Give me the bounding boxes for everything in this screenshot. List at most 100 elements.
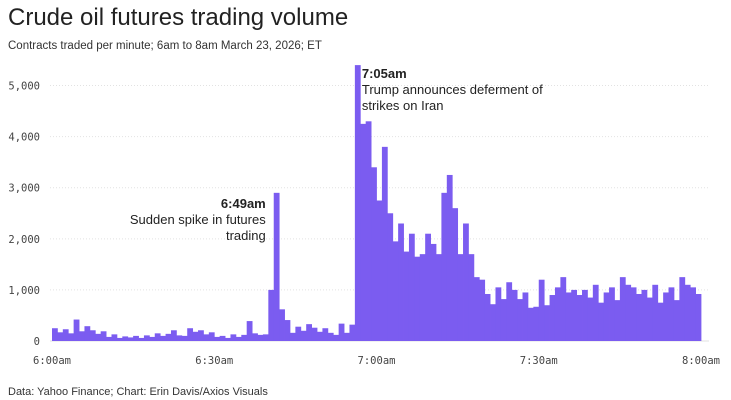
volume-bar <box>517 299 523 341</box>
volume-bar <box>479 279 486 341</box>
volume-bar <box>133 335 139 341</box>
volume-bar <box>538 279 545 341</box>
annotation-time: 6:49am <box>221 196 266 211</box>
volume-bar <box>668 287 675 341</box>
volume-bar <box>111 334 118 341</box>
annotation-text: strikes on Iran <box>362 98 444 113</box>
volume-bar <box>349 324 356 341</box>
volume-bar <box>684 284 691 341</box>
volume-bar <box>679 277 686 341</box>
y-tick-label: 2,000 <box>8 234 40 246</box>
volume-bar <box>522 292 529 341</box>
volume-bar <box>203 334 210 341</box>
volume-bar <box>419 254 426 341</box>
chart-subtitle: Contracts traded per minute; 6am to 8am … <box>8 40 322 52</box>
volume-bar <box>646 297 653 341</box>
volume-bar <box>170 330 177 341</box>
volume-bar <box>149 336 156 341</box>
chart-title: Crude oil futures trading volume <box>8 4 349 31</box>
volume-bar <box>582 289 588 341</box>
chart-source: Data: Yahoo Finance; Chart: Erin Davis/A… <box>8 386 268 398</box>
volume-bar <box>690 287 696 341</box>
volume-bar <box>376 200 383 341</box>
volume-bar <box>300 330 307 341</box>
volume-bar <box>452 208 459 341</box>
volume-bar <box>262 334 269 341</box>
volume-bar <box>143 335 150 341</box>
volume-bar <box>587 297 594 341</box>
volume-bar <box>344 332 350 341</box>
volume-bar <box>446 174 453 341</box>
volume-bar <box>279 309 285 341</box>
volume-bar <box>441 192 448 341</box>
volume-bar <box>592 284 599 341</box>
volume-bar <box>598 302 605 341</box>
annotation-text: Sudden spike in futures <box>130 212 266 227</box>
volume-bar <box>241 334 248 341</box>
volume-bar <box>565 292 572 341</box>
volume-bar <box>198 330 204 341</box>
volume-bar <box>138 337 145 341</box>
annotation-time: 7:05am <box>362 66 407 81</box>
volume-bar <box>571 289 578 341</box>
volume-bar <box>338 323 345 341</box>
volume-bar <box>403 251 410 341</box>
volume-bar <box>544 305 550 341</box>
volume-bar <box>695 293 702 341</box>
y-tick-label: 0 <box>34 336 40 348</box>
volume-bar <box>484 293 491 341</box>
volume-bar <box>219 335 226 341</box>
volume-bar <box>160 335 166 341</box>
volume-bar <box>554 287 561 341</box>
volume-bar <box>165 333 172 341</box>
volume-bar <box>62 329 69 341</box>
volume-bar <box>89 330 96 341</box>
annotation-text: trading <box>226 228 266 243</box>
volume-bar <box>333 334 340 341</box>
volume-bar <box>68 333 75 341</box>
volume-bar <box>414 256 421 341</box>
volume-bar <box>176 335 183 341</box>
volume-bar <box>154 333 161 341</box>
volume-bar <box>435 254 442 341</box>
volume-bar <box>657 302 664 341</box>
volume-bar <box>322 328 329 341</box>
volume-bar <box>425 233 431 341</box>
x-tick-label: 6:00am <box>33 355 71 367</box>
volume-bar <box>246 321 253 341</box>
volume-bar <box>636 293 642 341</box>
y-tick-label: 5,000 <box>8 81 40 93</box>
volume-bar <box>57 332 64 341</box>
x-tick-label: 7:30am <box>520 355 558 367</box>
volume-bar <box>187 328 194 341</box>
volume-bars <box>52 65 702 342</box>
volume-bar <box>257 334 264 341</box>
y-axis-tick-labels: 0 1,000 2,000 3,000 4,000 5,000 <box>8 81 40 348</box>
volume-bar <box>181 335 188 341</box>
x-tick-label: 7:00am <box>358 355 396 367</box>
volume-bar <box>84 326 91 341</box>
volume-bar <box>252 333 258 341</box>
volume-bar <box>295 326 302 341</box>
volume-bar <box>641 289 648 341</box>
volume-bar <box>630 287 637 341</box>
volume-bar <box>473 277 480 341</box>
y-tick-label: 3,000 <box>8 183 40 195</box>
volume-bar <box>273 192 280 341</box>
volume-bar <box>430 243 437 341</box>
volume-bar <box>230 334 237 341</box>
volume-bar <box>463 223 469 341</box>
volume-bar <box>122 336 129 341</box>
volume-bar <box>603 292 610 341</box>
volume-bar <box>95 333 102 341</box>
volume-bar <box>506 282 513 341</box>
volume-bar <box>673 300 680 341</box>
volume-bar <box>527 307 534 341</box>
volume-bar <box>500 299 507 341</box>
volume-bar <box>192 331 199 341</box>
volume-bar <box>381 146 388 341</box>
volume-bar <box>365 121 372 342</box>
volume-bar <box>214 336 221 341</box>
